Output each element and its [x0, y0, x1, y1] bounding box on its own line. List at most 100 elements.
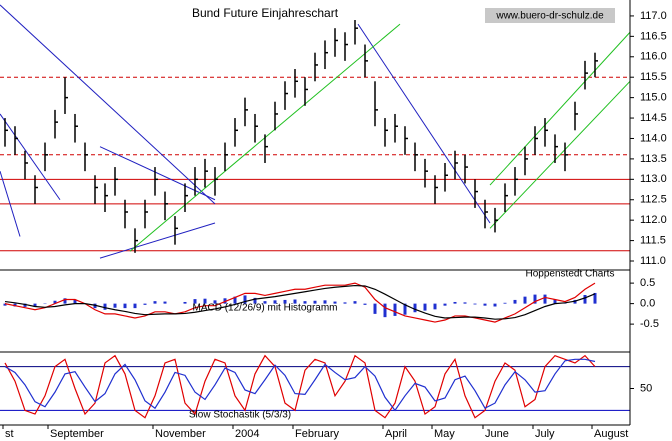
histogram-bar	[243, 295, 247, 304]
trend-line	[99, 146, 216, 201]
note: Hoppenstedt Charts	[526, 269, 615, 280]
histogram-bar	[73, 299, 77, 304]
histogram-bar	[143, 303, 147, 305]
histogram-bar	[313, 300, 317, 304]
y-tick-label: 114.0	[640, 132, 667, 144]
x-tick-label: 2004	[235, 428, 259, 440]
histogram-bar	[483, 303, 487, 306]
histogram-bar	[183, 301, 187, 304]
trend-line	[357, 23, 491, 224]
x-tick-label: September	[50, 428, 104, 440]
x-tick-label: June	[485, 428, 509, 440]
y-tick-label: 116.5	[640, 30, 667, 42]
histogram-bar	[233, 296, 237, 304]
histogram-bar	[393, 303, 397, 316]
histogram-bar	[333, 301, 337, 304]
histogram-bar	[583, 295, 587, 304]
y-tick-label: 111.0	[640, 255, 666, 267]
histogram-bar	[213, 300, 217, 304]
histogram-bar	[23, 303, 27, 307]
histogram-bar	[553, 299, 557, 304]
macd-line	[4, 282, 596, 323]
histogram-bar	[543, 294, 547, 304]
histogram-bar	[153, 301, 157, 304]
histogram-bar	[533, 294, 537, 304]
histogram-bar	[293, 299, 297, 304]
histogram-bar	[323, 300, 327, 304]
y-tick-label: 113.5	[640, 153, 667, 165]
y-tick-label: 112.5	[640, 194, 667, 206]
source-box	[485, 8, 615, 23]
histogram-bar	[363, 303, 367, 305]
histogram-bar	[593, 292, 597, 304]
histogram-bar	[123, 303, 127, 309]
x-tick-label: st	[5, 428, 14, 440]
histogram-bar	[433, 303, 437, 310]
histogram-bar	[103, 303, 107, 310]
histogram-bar	[253, 297, 257, 304]
y-tick-label: 113.0	[640, 173, 667, 185]
histogram-bar	[263, 301, 267, 304]
histogram-bar	[373, 303, 377, 314]
histogram-bar	[523, 296, 527, 304]
y-tick-label: 111.5	[640, 234, 666, 246]
histogram-bar	[163, 301, 167, 304]
histogram-bar	[473, 303, 477, 305]
histogram-bar	[493, 303, 497, 307]
trend-line	[0, 171, 21, 237]
histogram-bar	[513, 299, 517, 304]
histogram-bar	[273, 300, 277, 304]
histogram-bar	[413, 303, 417, 313]
y-tick-label: 114.5	[640, 112, 667, 124]
histogram-bar	[423, 303, 427, 311]
macd-title: MACD (12/26/9) mit Histogramm	[192, 303, 337, 314]
histogram-bar	[463, 302, 467, 304]
x-tick-label: August	[594, 428, 628, 440]
histogram-bar	[203, 298, 207, 304]
trend-line	[99, 222, 216, 259]
y-tick-label: 0.5	[640, 277, 655, 289]
histogram-bar	[573, 299, 577, 304]
y-tick-label: 0.0	[640, 298, 655, 310]
trend-line	[0, 113, 61, 201]
histogram-bar	[283, 299, 287, 304]
macd-line	[4, 284, 596, 320]
histogram-bar	[113, 303, 117, 308]
histogram-bar	[383, 303, 387, 318]
histogram-bar	[13, 303, 17, 307]
histogram-bar	[503, 302, 507, 304]
y-tick-label: 117.0	[640, 10, 667, 22]
histogram-bar	[453, 301, 457, 304]
histogram-bar	[193, 299, 197, 304]
histogram-bar	[403, 303, 407, 315]
histogram-bar	[3, 303, 7, 306]
histogram-bar	[53, 300, 57, 304]
trend-line	[489, 31, 631, 186]
histogram-bar	[33, 303, 37, 307]
histogram-bar	[133, 303, 137, 309]
source: www.buero-dr-schulz.de	[495, 11, 604, 22]
y-tick-label: 116.0	[640, 51, 667, 63]
chart-title: Bund Future Einjahreschart	[192, 6, 339, 20]
x-tick-label: May	[434, 428, 455, 440]
histogram-bar	[353, 301, 357, 304]
y-tick-label: 115.0	[640, 92, 667, 104]
histogram-bar	[303, 301, 307, 304]
trend-line	[0, 4, 216, 205]
y-tick-label: 50	[640, 382, 652, 394]
y-tick-label: -0.5	[640, 318, 659, 330]
x-tick-label: July	[535, 428, 555, 440]
stoch-title: Slow Stochastik (5/3/3)	[189, 410, 291, 421]
stoch-line	[4, 358, 596, 412]
y-tick-label: 115.5	[640, 71, 667, 83]
x-tick-label: April	[385, 428, 407, 440]
stoch-line	[4, 354, 596, 419]
histogram-bar	[443, 303, 447, 306]
histogram-bar	[63, 298, 67, 304]
trend-line	[489, 80, 631, 229]
y-tick-label: 112.0	[640, 214, 667, 226]
histogram-bar	[343, 302, 347, 304]
x-tick-label: February	[295, 428, 340, 440]
